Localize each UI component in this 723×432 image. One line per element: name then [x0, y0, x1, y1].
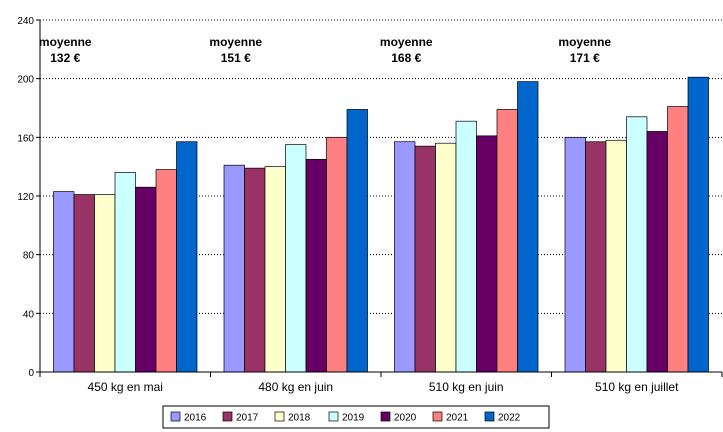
bar-2019-4: [626, 116, 648, 373]
legend-label-2016: 2016: [184, 413, 207, 424]
bar-2019-3: [455, 120, 477, 373]
annotations: moyenne 132 € moyenne 151 € moyenne 168 € moye…: [39, 35, 612, 65]
bar-2021-1: [155, 169, 177, 373]
legend-label-2020: 2020: [394, 413, 417, 424]
annotation-label: moyenne: [209, 35, 262, 49]
bar-2022-3: [517, 81, 539, 373]
bar-2016-1: [53, 191, 75, 373]
bar-2016-2: [223, 164, 245, 373]
annotation-value: 168 €: [391, 51, 421, 65]
y-tick-label: 160: [17, 133, 34, 144]
y-tick-label: 0: [28, 368, 34, 379]
annotation-label: moyenne: [380, 35, 433, 49]
legend-label-2019: 2019: [342, 413, 365, 424]
y-tick-label: 80: [23, 251, 35, 262]
legend-swatch-2020: [380, 411, 391, 422]
bar-2020-3: [476, 135, 498, 373]
bar-2016-3: [394, 141, 416, 373]
annotation-label: moyenne: [558, 35, 611, 49]
legend-swatch-2018: [274, 411, 285, 422]
legend-label-2021: 2021: [446, 413, 469, 424]
legend: 2016 2017 2018 2019 2020 2021 2022: [162, 405, 550, 429]
bar-2018-3: [435, 142, 457, 373]
bar-2016-4: [564, 136, 586, 373]
y-tick-label: 40: [23, 309, 35, 320]
annotation-value: 132 €: [50, 51, 80, 65]
y-tick-label: 240: [17, 16, 34, 27]
legend-box: [162, 405, 550, 429]
annotation-value: 171 €: [570, 51, 600, 65]
bar-2020-1: [135, 186, 157, 373]
bar-2022-4: [687, 76, 709, 373]
bar-2021-3: [496, 109, 518, 373]
bar-2017-1: [73, 194, 95, 373]
legend-label-2018: 2018: [288, 413, 311, 424]
bar-2018-4: [605, 139, 627, 373]
legend-swatch-2017: [222, 411, 233, 422]
legend-label-2017: 2017: [236, 413, 259, 424]
y-tick-label: 120: [17, 192, 34, 203]
legend-label-2022: 2022: [498, 413, 521, 424]
bar-2022-2: [346, 109, 368, 373]
legend-swatch-2019: [328, 411, 339, 422]
y-tick-labels: 0 40 80 120 160 200 240: [17, 16, 34, 379]
bar-2021-2: [326, 136, 348, 373]
bars: [53, 76, 709, 373]
bar-2017-4: [585, 141, 607, 373]
category-label: 480 kg en juin: [258, 380, 333, 394]
axes: [36, 19, 723, 377]
category-label: 450 kg en mai: [88, 380, 163, 394]
legend-swatch-2022: [484, 411, 495, 422]
bar-2019-1: [114, 172, 136, 373]
annotation-label: moyenne: [39, 35, 92, 49]
legend-swatch-2021: [432, 411, 443, 422]
bar-2019-2: [285, 144, 307, 373]
y-tick-label: 200: [17, 75, 34, 86]
legend-swatch-2016: [170, 411, 181, 422]
category-label: 510 kg en juin: [429, 380, 504, 394]
bar-2017-3: [414, 145, 436, 373]
bar-2017-2: [244, 167, 266, 373]
annotation-value: 151 €: [221, 51, 251, 65]
bar-2018-1: [94, 194, 116, 373]
bar-2022-1: [176, 141, 198, 373]
category-label: 510 kg en juillet: [595, 380, 679, 394]
bar-2020-4: [646, 131, 668, 373]
category-labels: 450 kg en mai 480 kg en juin 510 kg en jui…: [88, 380, 680, 394]
bar-2021-4: [667, 106, 689, 373]
bar-2020-2: [305, 158, 327, 373]
bar-2018-2: [264, 166, 286, 373]
